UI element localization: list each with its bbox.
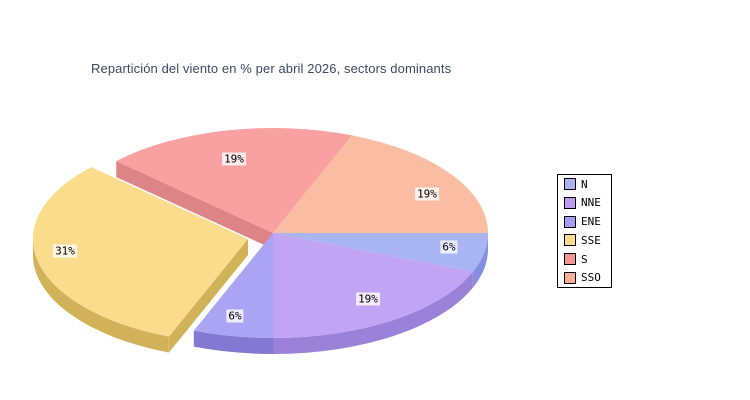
pie-slice-SSE-rim	[32, 239, 169, 353]
legend-label: ENE	[581, 215, 601, 229]
pie-label-SSO: 19%	[415, 187, 439, 201]
legend-item-NNE: NNE	[558, 194, 611, 213]
legend-swatch-SSO	[564, 271, 576, 284]
legend-item-N: N	[558, 175, 611, 194]
legend-swatch-ENE	[564, 215, 576, 228]
legend: N NNE ENE SSE S SSO	[557, 174, 612, 288]
pie-label-ENE: 6%	[226, 309, 244, 323]
legend-label: N	[581, 177, 588, 191]
pie-label-N: 6%	[440, 240, 458, 254]
legend-label: SSE	[581, 233, 601, 247]
pie-slice-N	[273, 233, 488, 272]
pie-label-NNE: 19%	[356, 292, 380, 306]
legend-label: S	[581, 252, 588, 266]
pie-slice-SSE-cut-face	[168, 239, 248, 353]
pie-slice-S-cut-face	[116, 161, 274, 249]
legend-item-S: S	[558, 250, 611, 269]
legend-item-SSO: SSO	[558, 268, 611, 287]
pie-label-S: 19%	[222, 152, 246, 166]
pie-label-SSE: 31%	[53, 244, 77, 258]
legend-swatch-N	[564, 178, 576, 191]
legend-item-SSE: SSE	[558, 231, 611, 250]
pie-slice-NNE-rim	[273, 271, 473, 354]
legend-swatch-S	[564, 253, 576, 265]
chart-title: Repartición del viento en % per abril 20…	[91, 61, 452, 76]
pie-slice-S	[116, 127, 353, 233]
legend-item-ENE: ENE	[558, 212, 611, 231]
pie-slice-SSO	[273, 135, 488, 233]
pie-slice-N-rim	[472, 233, 488, 288]
legend-swatch-SSE	[564, 234, 576, 247]
pie-slice-NNE	[273, 233, 473, 338]
legend-swatch-NNE	[564, 196, 576, 209]
pie-slice-ENE	[193, 233, 273, 338]
legend-label: SSO	[581, 271, 601, 285]
pie-slice-ENE-rim	[193, 330, 273, 354]
legend-label: NNE	[581, 196, 601, 210]
pie-slice-SSE	[32, 167, 248, 337]
